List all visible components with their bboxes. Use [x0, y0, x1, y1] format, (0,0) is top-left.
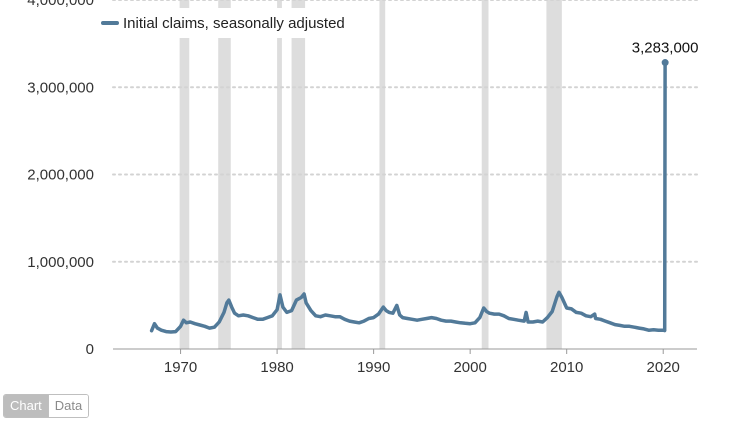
view-tabs: Chart Data: [3, 394, 90, 418]
annotations: 3,283,000: [632, 40, 699, 67]
legend-box: [96, 8, 378, 38]
y-tick-label-4: 4,000,000: [27, 0, 94, 9]
x-tick-label-5: 2020: [647, 359, 680, 376]
annotation-label-0: 3,283,000: [632, 40, 699, 57]
y-tick-label-0: 0: [86, 341, 94, 358]
x-tick-label-2: 1990: [357, 359, 390, 376]
grid-lines: [112, 0, 698, 263]
tab-chart[interactable]: Chart: [4, 395, 48, 417]
x-tick-label-3: 2000: [453, 359, 486, 376]
annotation-point-0: [661, 59, 669, 67]
y-tick-label-3: 3,000,000: [27, 79, 94, 96]
legend: Initial claims, seasonally adjusted: [96, 8, 378, 38]
x-tick-label-4: 2010: [550, 359, 583, 376]
y-tick-label-1: 1,000,000: [27, 254, 94, 271]
tab-data[interactable]: Data: [47, 395, 89, 417]
x-axis-ticks: 1970 1980 1990 2000 2010 2020: [164, 349, 680, 376]
recession-band-2: [277, 0, 282, 349]
legend-label: Initial claims, seasonally adjusted: [123, 15, 345, 32]
series-line-0: [149, 60, 667, 334]
series-layer: [149, 60, 667, 334]
y-tick-label-2: 2,000,000: [27, 167, 94, 184]
x-tick-label-0: 1970: [164, 359, 197, 376]
x-tick-label-1: 1980: [260, 359, 293, 376]
y-axis-ticks: 0 1,000,000 2,000,000 3,000,000 4,000,000: [27, 0, 94, 358]
